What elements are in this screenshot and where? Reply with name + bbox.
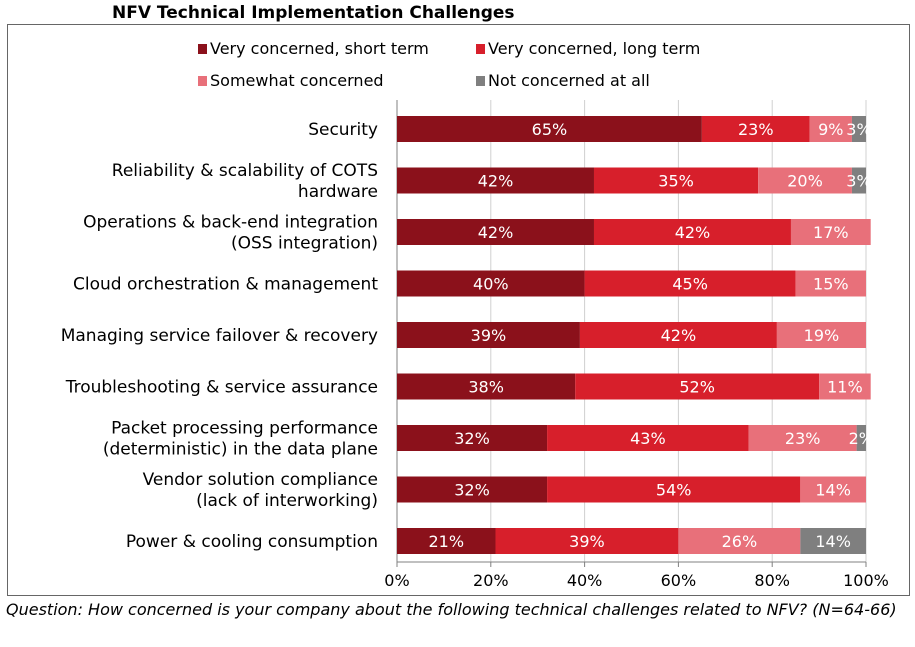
bar-segment — [397, 116, 702, 142]
data-label: 42% — [675, 223, 711, 242]
bar-segment — [547, 425, 749, 451]
data-label: 19% — [804, 326, 840, 345]
category-label: Power & cooling consumption — [126, 532, 378, 552]
legend-swatch — [476, 76, 485, 86]
data-label: 45% — [672, 275, 708, 294]
legend-label: Somewhat concerned — [210, 71, 384, 90]
data-label: 52% — [679, 378, 715, 397]
bar-segment — [851, 116, 866, 142]
data-label: 26% — [722, 532, 758, 551]
data-label: 65% — [532, 120, 568, 139]
x-tick-label: 80% — [754, 571, 790, 590]
bar-segment — [790, 219, 871, 245]
legend-label: Very concerned, long term — [488, 39, 700, 58]
category-label: (lack of interworking) — [196, 491, 378, 511]
bar-segment — [800, 476, 866, 503]
category-label: hardware — [298, 182, 378, 202]
data-label: 11% — [827, 378, 863, 397]
chart-frame — [7, 24, 910, 596]
x-tick-label: 20% — [473, 571, 509, 590]
data-label: 3% — [846, 120, 871, 139]
category-label: (OSS integration) — [231, 234, 378, 254]
category-label: (deterministic) in the data plane — [103, 440, 378, 460]
bar-segment — [593, 219, 791, 245]
bar-segment — [856, 425, 866, 451]
bar-segment — [584, 270, 796, 297]
legend-swatch — [198, 76, 207, 86]
x-tick-label: 60% — [661, 571, 697, 590]
bar-segment — [397, 270, 585, 297]
bar-segment — [397, 322, 580, 348]
data-label: 23% — [785, 429, 821, 448]
bar-segment — [397, 167, 594, 194]
data-label: 15% — [813, 275, 849, 294]
data-label: 39% — [569, 532, 605, 551]
data-label: 14% — [815, 532, 851, 551]
data-label: 23% — [738, 120, 774, 139]
data-label: 32% — [454, 429, 490, 448]
category-label: Vendor solution compliance — [143, 470, 378, 490]
data-label: 17% — [813, 223, 849, 242]
data-label: 42% — [478, 223, 514, 242]
data-label: 42% — [478, 172, 514, 191]
bar-segment — [809, 116, 852, 142]
bar-segment — [397, 373, 576, 400]
bar-segment — [758, 167, 852, 194]
data-label: 42% — [661, 326, 697, 345]
data-label: 3% — [846, 172, 871, 191]
category-label: Operations & back-end integration — [83, 213, 378, 233]
data-label: 43% — [630, 429, 666, 448]
legend-label: Very concerned, short term — [210, 39, 429, 58]
data-label: 9% — [818, 120, 843, 139]
bar-segment — [748, 425, 857, 451]
data-label: 40% — [473, 275, 509, 294]
data-label: 35% — [658, 172, 694, 191]
bar-segment — [678, 528, 801, 554]
question-caption: Question: How concerned is your company … — [6, 600, 897, 619]
chart: 0% 20% 40% 60% 80% 100% Very concerned, short … — [61, 39, 889, 590]
data-label: 20% — [787, 172, 823, 191]
bar-segment — [851, 167, 866, 194]
category-label: Security — [308, 120, 378, 140]
category-label: Cloud orchestration & management — [73, 275, 378, 295]
bar-segment — [547, 476, 801, 503]
bar-segment — [800, 528, 866, 554]
bar-segment — [397, 425, 548, 451]
data-label: 54% — [656, 481, 692, 500]
legend-label: Not concerned at all — [488, 71, 650, 90]
bar-segment — [701, 116, 810, 142]
bar-segment — [579, 322, 777, 348]
bar-segment — [397, 528, 496, 554]
bar-segment — [397, 476, 548, 503]
data-label: 39% — [471, 326, 507, 345]
bar-segment — [819, 373, 871, 400]
data-label: 38% — [468, 378, 504, 397]
data-label: 32% — [454, 481, 490, 500]
legend-swatch — [198, 44, 207, 54]
x-tick-label: 40% — [567, 571, 603, 590]
legend-swatch — [476, 44, 485, 54]
x-tick-label: 100% — [843, 571, 889, 590]
data-label: 2% — [849, 429, 874, 448]
category-label: Reliability & scalability of COTS — [112, 161, 378, 181]
data-label: 14% — [815, 481, 851, 500]
category-label: Troubleshooting & service assurance — [65, 378, 378, 398]
category-label: Managing service failover & recovery — [61, 326, 378, 346]
bar-segment — [575, 373, 820, 400]
category-label: Packet processing performance — [111, 419, 378, 439]
x-tick-label: 0% — [384, 571, 409, 590]
bar-segment — [495, 528, 679, 554]
chart-title: NFV Technical Implementation Challenges — [112, 3, 515, 23]
bar-segment — [397, 219, 594, 245]
bar-segment — [593, 167, 759, 194]
bar-segment — [795, 270, 866, 297]
bar-segment — [776, 322, 866, 348]
data-label: 21% — [428, 532, 464, 551]
